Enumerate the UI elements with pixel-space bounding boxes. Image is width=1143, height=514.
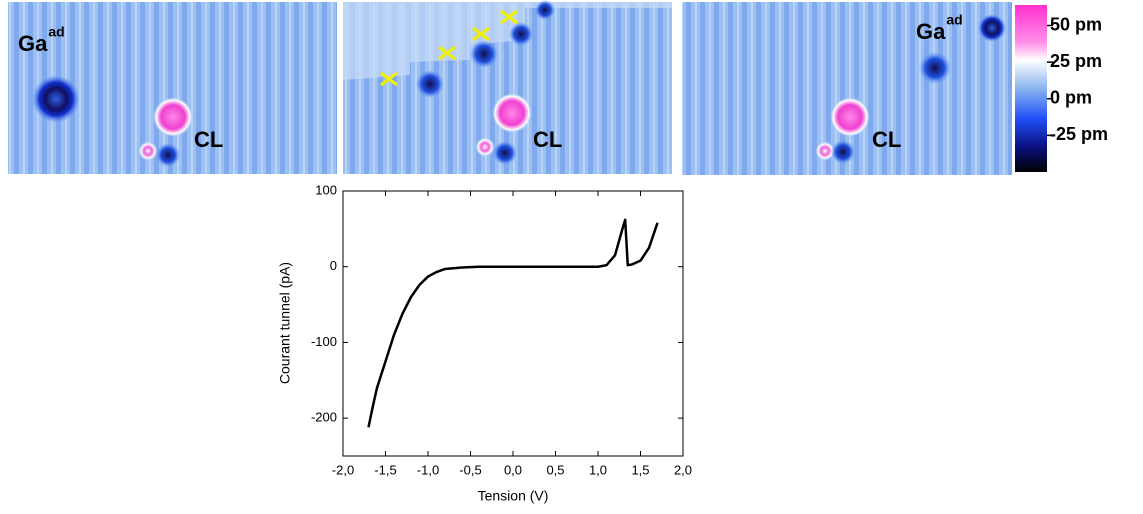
x-axis-label: Tension (V) xyxy=(478,488,549,504)
plot-frame xyxy=(342,190,684,457)
image-label-sup: ad xyxy=(48,24,64,40)
colorbar xyxy=(1015,5,1047,172)
stm-image xyxy=(682,2,1012,175)
x-tick-label: -2,0 xyxy=(332,462,354,477)
y-tick-label: -200 xyxy=(311,410,337,425)
x-tick-label: 1,0 xyxy=(589,462,607,477)
image-label: CL xyxy=(872,127,901,152)
y-axis-label: Courant tunnel (pA) xyxy=(277,262,293,384)
image-label: Ga xyxy=(18,31,48,56)
x-tick-label: -1,5 xyxy=(374,462,396,477)
image-label: Ga xyxy=(916,19,946,44)
y-tick-label: 0 xyxy=(330,258,337,273)
x-tick-label: 2,0 xyxy=(674,462,692,477)
stm-image xyxy=(8,2,337,174)
image-label: CL xyxy=(533,127,562,152)
y-tick-label: -100 xyxy=(311,334,337,349)
image-label-sup: ad xyxy=(946,12,962,28)
colorbar-tick-label: -25 pm xyxy=(1050,124,1108,144)
stm-image xyxy=(343,0,672,174)
colorbar-tick-label: 50 pm xyxy=(1050,14,1102,34)
y-tick-label: 100 xyxy=(315,182,337,197)
iv-curve xyxy=(367,218,659,428)
colorbar-tick-label: 0 pm xyxy=(1050,88,1092,108)
x-tick-label: 0,0 xyxy=(504,462,522,477)
x-tick-label: -1,0 xyxy=(417,462,439,477)
image-label: CL xyxy=(194,127,223,152)
colorbar-tick-label: 25 pm xyxy=(1050,51,1102,71)
x-tick-label: -0,5 xyxy=(459,462,481,477)
x-tick-label: 0,5 xyxy=(546,462,564,477)
x-tick-label: 1,5 xyxy=(631,462,649,477)
